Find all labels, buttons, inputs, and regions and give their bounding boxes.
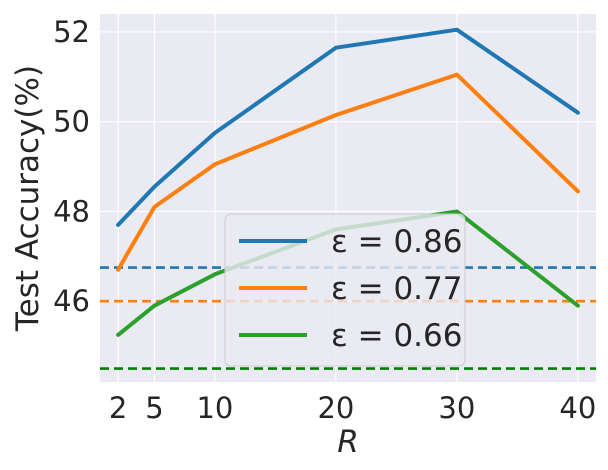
legend-label: ε = 0.86 [331,224,462,260]
series-line [116,27,580,227]
y-tick-label: 50 [53,105,90,139]
x-tick-label: 30 [438,391,475,425]
y-tick-label: 46 [53,284,90,318]
y-axis-label: Test Accuracy(%) [10,65,46,332]
legend-label: ε = 0.66 [331,318,462,354]
x-tick-label: 5 [145,391,163,425]
y-tick-label: 52 [53,15,90,49]
baselines [100,266,596,370]
x-tick-label: 20 [317,391,354,425]
x-tick-label: 2 [109,391,127,425]
tick-labels: 2 5 10 20 30 40 46 48 50 52 [53,15,596,425]
legend-box [224,213,466,367]
x-tick-label: 10 [196,391,233,425]
legend-label: ε = 0.77 [331,271,462,307]
x-tick-label: 40 [559,391,596,425]
legend: ε = 0.86 ε = 0.77 ε = 0.66 [224,213,466,367]
y-tick-label: 48 [53,194,90,228]
x-axis-label: R [337,424,359,460]
series-line [116,72,580,272]
